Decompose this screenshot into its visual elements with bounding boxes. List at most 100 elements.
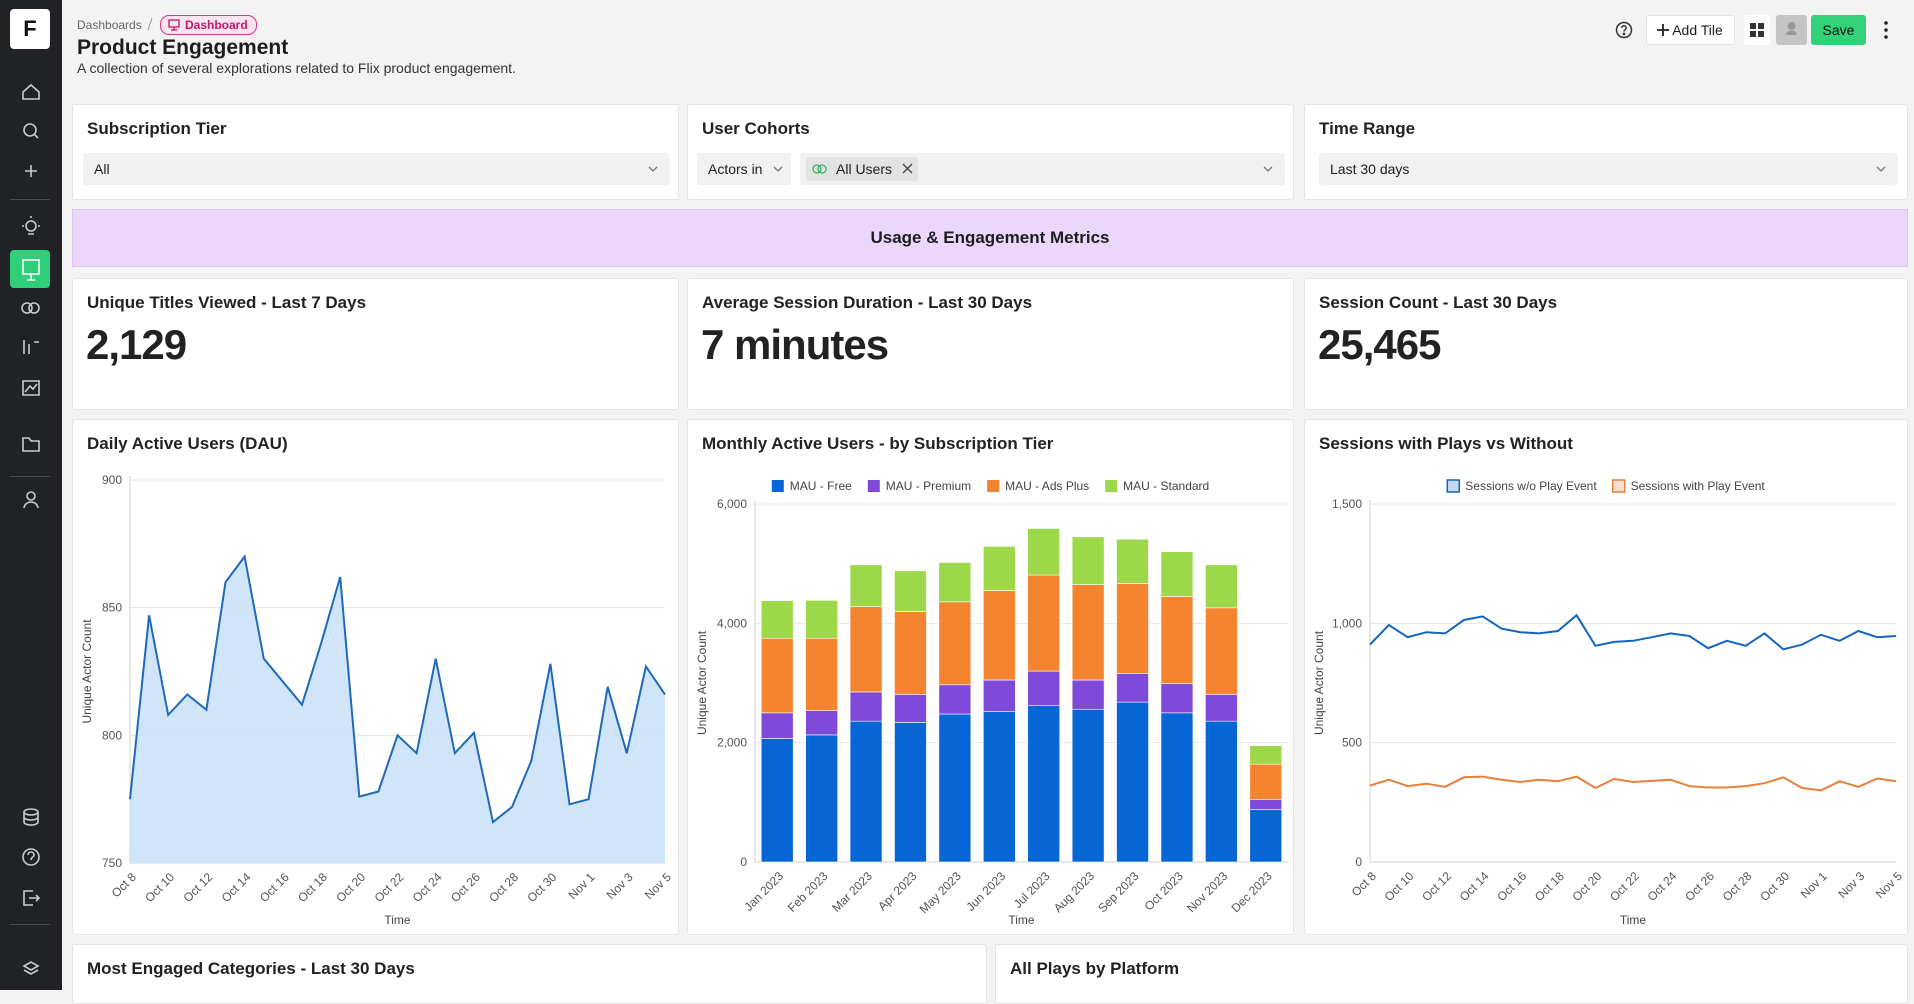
x-tick-label: Oct 16	[257, 870, 292, 905]
chart-tile: Most Engaged Categories - Last 30 Days	[72, 944, 987, 1004]
bar-segment	[938, 562, 972, 603]
x-tick-label: Oct 26	[1682, 869, 1717, 904]
x-tick-label: Jun 2023	[963, 869, 1008, 914]
chevron	[773, 166, 783, 172]
chart-title: Monthly Active Users - by Subscription T…	[702, 434, 1054, 453]
bar-segment	[760, 738, 794, 863]
bar-segment	[849, 606, 883, 693]
home-icon[interactable]	[22, 83, 40, 100]
separator	[10, 476, 50, 477]
legend-label: MAU - Premium	[886, 479, 971, 493]
bar-segment	[1160, 712, 1194, 863]
x-tick-label: May 2023	[917, 869, 964, 916]
logout-icon[interactable]	[23, 890, 41, 906]
save-button[interactable]: Save	[1811, 15, 1866, 45]
chart-tile: All Plays by Platform	[995, 944, 1908, 1004]
filter-select[interactable]: All	[83, 153, 670, 185]
x-tick-label: Jul 2023	[1011, 869, 1053, 911]
x-tick-label: Oct 24	[410, 870, 445, 905]
chart-icon[interactable]	[22, 380, 40, 396]
x-axis-label: Time	[1008, 913, 1035, 927]
data-icon[interactable]	[23, 808, 39, 816]
bar-segment	[1071, 679, 1105, 710]
search-icon[interactable]	[23, 123, 37, 137]
breadcrumb-separator	[147, 17, 153, 31]
insight-icon[interactable]	[25, 220, 37, 232]
filter-label: Subscription Tier	[87, 119, 227, 138]
page-title: Product Engagement	[77, 36, 289, 59]
bar-segment	[805, 710, 838, 736]
breadcrumb-link[interactable]: Dashboards	[77, 18, 142, 32]
chart-tile: Daily Active Users (DAU) 750 800 850 900 Oct …	[72, 419, 679, 935]
x-axis-label: Time	[384, 913, 411, 927]
y-tick-label: 2,000	[717, 736, 747, 750]
folder-icon[interactable]	[22, 437, 40, 452]
y-tick-label: 0	[740, 855, 747, 869]
line	[1369, 613, 1897, 651]
cohort-icon[interactable]	[21, 302, 33, 314]
bar-segment	[1160, 551, 1194, 597]
legend: Sessions w/o Play Event Sessions with Pla…	[1446, 479, 1765, 493]
x-tick-label: Oct 18	[295, 870, 330, 905]
y-axis-label: Unique Actor Count	[80, 619, 94, 724]
bar-segment	[1027, 705, 1060, 863]
x-tick-label: Nov 5	[1873, 869, 1905, 901]
chevron	[648, 166, 658, 172]
metrics-icon[interactable]	[23, 340, 39, 354]
help-button[interactable]	[1614, 20, 1634, 40]
bar-segment	[805, 734, 838, 863]
legend-swatch	[771, 480, 784, 492]
kpi-tile: Average Session Duration - Last 30 Days 7…	[687, 278, 1294, 410]
x-tick-label: Oct 10	[142, 870, 177, 905]
badge-icon	[168, 19, 180, 31]
x-tick-label: Oct 16	[1494, 869, 1529, 904]
x-tick-label: Oct 12	[180, 870, 215, 905]
bar-segment	[760, 712, 794, 739]
filter-tile: Subscription Tier All	[72, 104, 679, 200]
legend-label: Sessions w/o Play Event	[1465, 479, 1597, 493]
bar-segment	[1249, 745, 1283, 765]
bar-segment	[938, 684, 972, 715]
add-icon[interactable]	[25, 165, 37, 177]
bar-segment	[1160, 596, 1194, 684]
cohort-chip[interactable]: All Users	[806, 157, 918, 181]
bar-segment	[1116, 538, 1149, 584]
separator	[10, 924, 50, 925]
chart-tile: Sessions with Plays vs Without 0 500 1,000 1…	[1304, 419, 1908, 935]
active-nav	[10, 250, 50, 288]
user-icon[interactable]	[26, 491, 36, 501]
add-tile-button[interactable]: Add Tile	[1646, 15, 1735, 45]
bar-segment	[1027, 574, 1060, 672]
line	[129, 554, 666, 824]
filter-tile: Time Range Last 30 days	[1304, 104, 1908, 200]
bar-segment	[1116, 701, 1149, 863]
layout-button[interactable]	[1744, 15, 1770, 45]
bar-segment	[1071, 536, 1105, 585]
legend-label: MAU - Ads Plus	[1005, 479, 1089, 493]
share-button[interactable]	[1776, 15, 1807, 45]
filter-select[interactable]: Last 30 days	[1319, 153, 1898, 185]
help-icon[interactable]	[22, 848, 40, 866]
x-tick-label: Nov 1	[1798, 869, 1830, 901]
x-tick-label: Oct 30	[1757, 869, 1792, 904]
bar-segment	[983, 679, 1016, 712]
bar-segment	[938, 713, 972, 863]
legend-label: MAU - Standard	[1123, 479, 1209, 493]
y-tick-label: 0	[1355, 855, 1362, 869]
bar-segment	[760, 600, 794, 639]
chart-title: Most Engaged Categories - Last 30 Days	[87, 959, 415, 978]
x-tick-label: Oct 20	[1569, 869, 1604, 904]
bar-segment	[1071, 584, 1105, 681]
separator	[10, 199, 50, 200]
bar-segment	[983, 546, 1016, 591]
x-tick-label: Oct 28	[486, 870, 521, 905]
y-tick-label: 900	[102, 473, 122, 487]
bar-segment	[938, 601, 972, 686]
x-tick-label: Oct 10	[1382, 869, 1417, 904]
dashboard-icon[interactable]	[22, 259, 40, 281]
more-button[interactable]	[1880, 18, 1892, 42]
logo[interactable]: F	[10, 9, 50, 49]
chip-icons	[812, 163, 913, 174]
